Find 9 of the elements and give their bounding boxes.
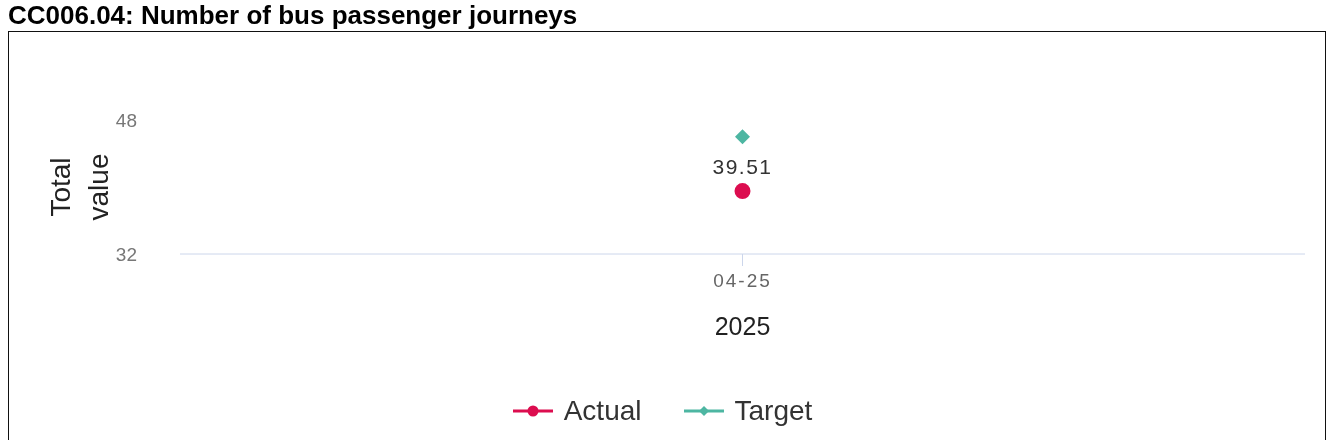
x-axis-title: 2025 [714,312,771,340]
y-tick-label: 32 [115,243,137,265]
legend-label: Target [734,395,813,427]
chart-title: CC006.04: Number of bus passenger journeys [8,0,578,30]
x-tick-label: 04-25 [713,270,772,292]
y-tick-label: 48 [115,109,137,131]
legend-label: Actual [563,395,642,427]
data-label: 39.51 [712,154,773,178]
y-axis-title: Total value [44,153,114,221]
